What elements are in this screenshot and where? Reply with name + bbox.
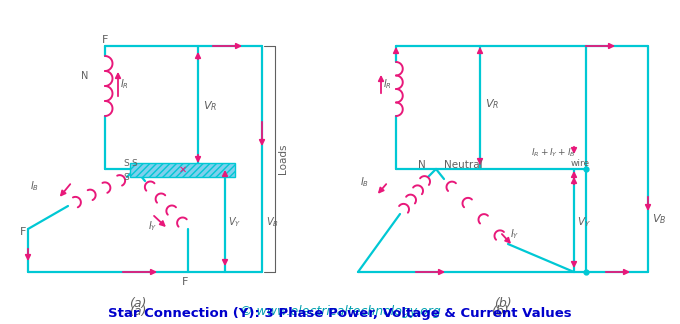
Text: $V_Y$: $V_Y$	[577, 215, 591, 229]
Text: $I_B$: $I_B$	[360, 175, 369, 189]
Text: $V_R$: $V_R$	[203, 99, 218, 113]
Text: S: S	[131, 158, 137, 168]
Text: F: F	[20, 227, 27, 237]
Text: S: S	[123, 172, 129, 181]
Text: (b): (b)	[491, 306, 509, 318]
Text: (b): (b)	[494, 297, 512, 310]
Text: wire: wire	[571, 158, 590, 168]
Text: $V_R$: $V_R$	[485, 97, 499, 111]
Text: Loads: Loads	[278, 144, 288, 174]
Text: ✕: ✕	[178, 165, 186, 175]
Text: $I_Y$: $I_Y$	[148, 219, 158, 233]
Text: $V_B$: $V_B$	[266, 215, 279, 229]
Text: $I_R$: $I_R$	[120, 77, 129, 91]
Text: (a): (a)	[129, 306, 147, 318]
Text: $I_R+I_Y+I_B$: $I_R+I_Y+I_B$	[531, 147, 576, 159]
Text: Star Connection (Y): 3 Phase Power, Voltage & Current Values: Star Connection (Y): 3 Phase Power, Volt…	[108, 307, 572, 320]
Text: F: F	[182, 277, 188, 287]
Text: N: N	[418, 160, 426, 170]
Bar	[130, 163, 235, 177]
Text: N: N	[81, 71, 88, 81]
Text: $V_B$: $V_B$	[652, 212, 666, 226]
Text: $I_B$: $I_B$	[30, 179, 39, 193]
Text: $I_R$: $I_R$	[383, 77, 392, 91]
Text: $I_Y$: $I_Y$	[510, 227, 520, 241]
Text: © www.electricaltechnology.org: © www.electricaltechnology.org	[239, 306, 441, 318]
Text: F: F	[102, 35, 108, 45]
Text: S: S	[123, 158, 129, 168]
Text: $V_Y$: $V_Y$	[228, 215, 241, 229]
Text: (a): (a)	[129, 297, 147, 310]
Text: Neutral: Neutral	[444, 160, 483, 170]
